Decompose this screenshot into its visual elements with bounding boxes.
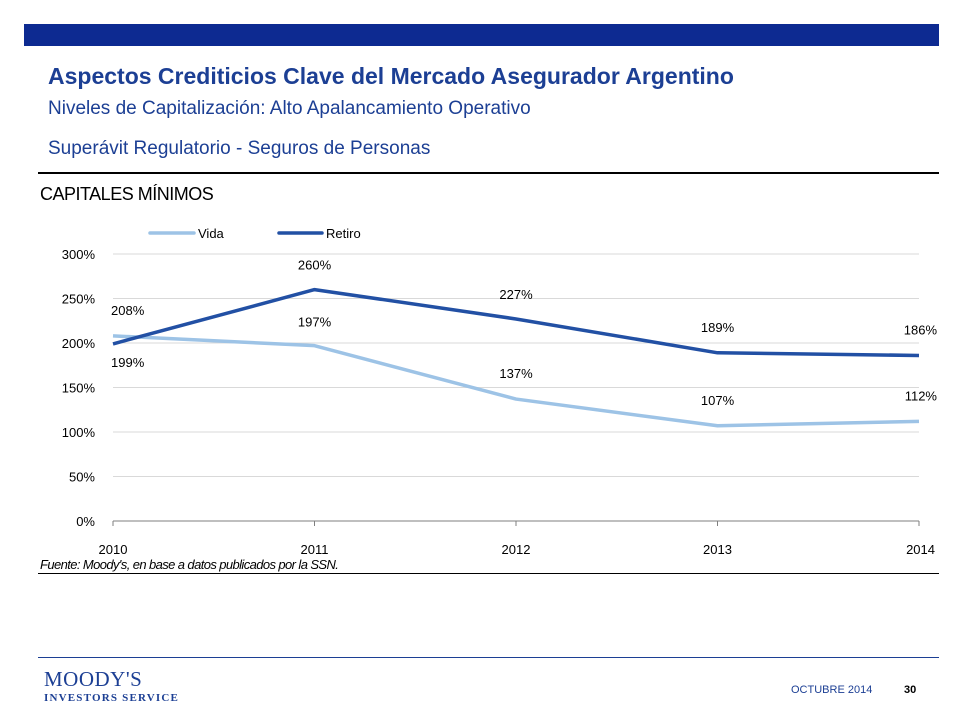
chart-bottom-rule: [38, 573, 939, 574]
data-label: 112%: [905, 388, 938, 403]
data-label: 197%: [298, 315, 332, 330]
y-tick-label: 100%: [62, 425, 96, 440]
data-label: 260%: [298, 258, 332, 273]
page-subtitle: Niveles de Capitalización: Alto Apalanca…: [48, 98, 531, 119]
series-line-vida: [112, 334, 920, 428]
source-note: Fuente: Moody's, en base a datos publica…: [40, 557, 339, 572]
data-label: 107%: [701, 393, 735, 408]
data-label: 227%: [499, 287, 533, 302]
y-tick-label: 0%: [76, 514, 95, 529]
legend-label-retiro: Retiro: [326, 226, 361, 241]
page-number: 30: [904, 684, 917, 696]
y-tick-label: 50%: [69, 470, 95, 485]
legend-label-vida: Vida: [198, 226, 225, 241]
y-tick-label: 150%: [62, 381, 96, 396]
x-tick-label: 2012: [502, 542, 531, 557]
x-tick-label: 2011: [301, 542, 329, 557]
header-bar: [24, 24, 939, 46]
data-label: 208%: [111, 303, 145, 318]
page-title: Aspectos Crediticios Clave del Mercado A…: [48, 63, 734, 89]
data-label: 186%: [904, 322, 938, 337]
y-tick-label: 300%: [62, 247, 96, 262]
footer-date: OCTUBRE 2014: [791, 684, 873, 696]
x-tick-label: 2010: [99, 542, 128, 557]
footer-rule: [38, 657, 939, 658]
x-tick-label: 2014: [906, 542, 935, 557]
chart-top-rule: [38, 172, 939, 174]
x-tick-label: 2013: [703, 542, 732, 557]
data-label: 199%: [111, 355, 145, 370]
moodys-logo-subtitle: INVESTORS SERVICE: [44, 692, 180, 704]
y-tick-label: 250%: [62, 292, 96, 307]
moodys-logo: MOODY'S: [44, 667, 143, 691]
chart-title: CAPITALES MÍNIMOS: [40, 184, 214, 204]
section-title: Superávit Regulatorio - Seguros de Perso…: [48, 138, 431, 159]
y-tick-label: 200%: [62, 336, 96, 351]
series-line-retiro: [112, 287, 920, 358]
data-label: 137%: [499, 366, 533, 381]
data-label: 189%: [701, 320, 735, 335]
